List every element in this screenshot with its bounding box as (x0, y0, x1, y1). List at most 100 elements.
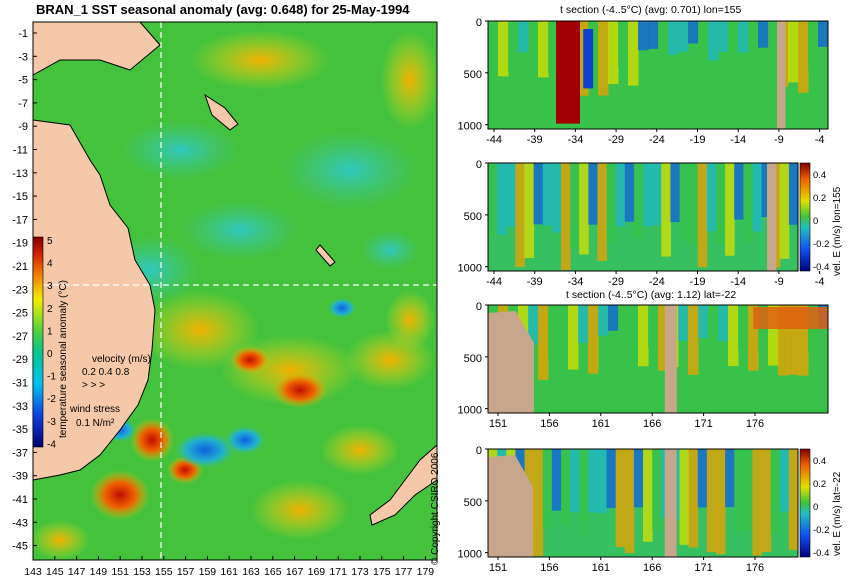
map-lat-tick-label: -9 (18, 121, 28, 133)
panel-stripe (708, 21, 719, 61)
velocity-legend-title: velocity (m/s) (92, 354, 151, 365)
panel-y-tick: 0 (476, 159, 482, 171)
panel-stripe (688, 305, 699, 375)
map-lat-tick-label: -43 (12, 517, 28, 529)
velocity-colorbar-tick: 0.4 (813, 456, 826, 467)
panel-stripe (615, 449, 626, 548)
panel-stripe (748, 305, 759, 371)
panel-stripe (779, 449, 790, 512)
velocity-colorbar-tick: -0.2 (813, 525, 829, 536)
panel-stripe (734, 449, 744, 531)
panel-y-tick: 0 (476, 445, 482, 457)
anomaly-field (30, 30, 440, 560)
panel-stripe (725, 163, 735, 256)
map-lat-tick-label: -21 (12, 261, 28, 273)
velocity-colorbar-tick: -0.4 (813, 548, 829, 559)
panel-stripe (533, 163, 544, 225)
map-lat-tick-label: -19 (12, 238, 28, 250)
map-lat-tick-label: -35 (12, 424, 28, 436)
panel-stripe (538, 21, 549, 78)
panel-stripe (608, 305, 619, 331)
panel-stripe (515, 163, 525, 268)
map-lon-tick-label: 143 (24, 566, 42, 578)
panel-y-tick: 500 (464, 353, 482, 365)
map-lon-tick-label: 177 (395, 566, 413, 578)
panel-stripe (597, 449, 608, 513)
panel-x-tick: -44 (486, 134, 502, 146)
velocity-colorbar-tick: 0.4 (813, 170, 826, 181)
panel-stripe (538, 305, 549, 380)
panel-stripe (628, 21, 639, 86)
panel-x-tick: -24 (649, 134, 665, 146)
panel-warm-core (556, 21, 580, 124)
panel-x-tick: -29 (608, 134, 624, 146)
panel-stripe (743, 163, 753, 243)
panel-stripe (728, 21, 739, 75)
panel-land-mask (664, 305, 677, 413)
panel-stripe (718, 21, 729, 52)
panel-1-title: t section (-4..5°C) (avg: 0.701) lon=155 (560, 4, 742, 16)
panel-x-tick: 171 (694, 562, 712, 574)
map-lon-tick-label: 175 (373, 566, 391, 578)
map-lat-tick-label: -41 (12, 494, 28, 506)
map-lon-tick-label: 167 (286, 566, 304, 578)
panel-stripe (725, 449, 735, 508)
panel-x-tick: -24 (649, 276, 665, 288)
panel-stripe (678, 21, 689, 52)
panel-stripe (624, 449, 635, 554)
panel-stripe (638, 305, 649, 367)
panel-stripe (598, 21, 609, 96)
panel-y-tick: 500 (464, 69, 482, 81)
panel-stripe (548, 21, 559, 73)
panel-stripe (788, 449, 799, 550)
land-solomon-islands (204, 93, 239, 131)
panel-stripe (706, 163, 717, 232)
panel-stripe (798, 305, 809, 376)
panel-x-tick: 176 (746, 418, 764, 430)
temp-colorbar-tick: 4 (47, 259, 53, 270)
velocity-legend-values: 0.2 0.4 0.8 (82, 367, 130, 378)
map-lon-tick-label: 179 (417, 566, 435, 578)
map-lon-tick-label: 169 (308, 566, 326, 578)
temp-colorbar-tick: 2 (47, 304, 53, 315)
panel-stripe (738, 21, 749, 53)
velocity-colorbar-tick: -0.4 (813, 262, 829, 273)
panel-stripe (697, 163, 708, 268)
panel-stripe (661, 163, 671, 257)
velocity-colorbar-tick: 0.2 (813, 193, 826, 204)
panel-stripe (618, 305, 629, 347)
map-lat-tick-label: -27 (12, 331, 28, 343)
panel-stripe (678, 305, 689, 341)
panel-x-tick: -9 (774, 134, 784, 146)
panel-stripe (668, 21, 679, 55)
panel-stripe (648, 21, 659, 49)
panel-stripe (688, 21, 699, 44)
panel-stripe (560, 163, 571, 271)
panel-x-tick: -14 (730, 276, 746, 288)
map-lat-ticks: -1 -3 -5 -7 -9 -11 -13 -15 -17 -19 -21 -23 -25 -27 -29… (12, 28, 37, 553)
velocity-colorbar-tick: 0.2 (813, 479, 826, 490)
panel-x-tick: -14 (730, 134, 746, 146)
panel-x-tick: 171 (694, 418, 712, 430)
panel-stripe (761, 449, 772, 552)
map-lon-tick-label: 147 (68, 566, 86, 578)
panel-stripe (779, 163, 790, 259)
panel-stripe (588, 163, 598, 225)
panel-stripe (706, 449, 717, 552)
temp-colorbar-label: temperature seasonal anomaly (°C) (58, 280, 69, 438)
sst-map: -1-3-5-7-9-11-13-15-17-19-21-23-25-27-29… (12, 21, 440, 578)
temp-colorbar-tick: -1 (47, 372, 56, 383)
temp-colorbar: 5 4 3 2 1 0 -1 -2 -3 -4 (32, 236, 56, 450)
section-panels: 0 500 1000 -44 -39 -34 -29 -24 -19 -14 -9 -4 0 500 100… (458, 17, 830, 574)
section-panel-4: 0 500 1000 151 156 161 166 171 176 0.4 0.2 0 -0.2 -0.… (458, 445, 830, 574)
panel-y-tick: 1000 (458, 263, 482, 275)
panel-stripe (638, 21, 649, 51)
temp-colorbar-tick: -2 (47, 394, 56, 405)
map-lat-tick-label: -25 (12, 308, 28, 320)
panel-stripe (608, 21, 619, 85)
velocity-legend-arrows: > > > (82, 380, 105, 391)
panel-x-tick: -4 (815, 276, 825, 288)
panel-stripe (558, 305, 569, 359)
panel-frame (487, 448, 799, 558)
panel-stripe (588, 21, 599, 66)
